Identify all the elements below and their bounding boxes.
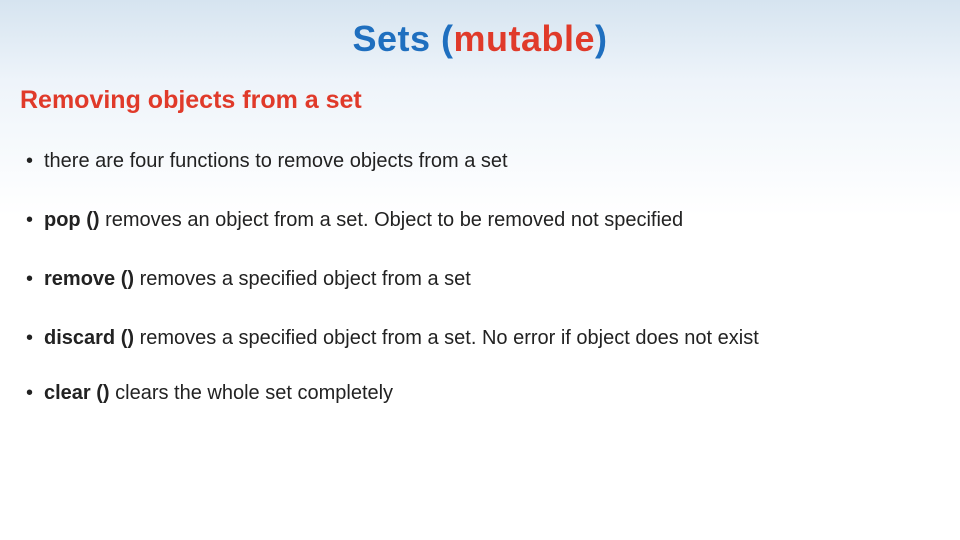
slide-title: Sets (mutable) [18, 18, 942, 60]
bullet-item: clear () clears the whole set completely [26, 381, 942, 406]
bullet-item: pop () removes an object from a set. Obj… [26, 208, 942, 233]
bullet-text: clears the whole set completely [110, 382, 393, 404]
bullet-item: there are four functions to remove objec… [26, 149, 942, 174]
slide-subtitle: Removing objects from a set [20, 86, 942, 115]
bullet-keyword: pop () [44, 209, 100, 231]
title-paren-open: ( [441, 18, 454, 59]
bullet-keyword: discard () [44, 327, 134, 349]
title-word-sets: Sets [352, 18, 430, 59]
title-word-mutable: mutable [454, 18, 596, 59]
bullet-list: there are four functions to remove objec… [18, 149, 942, 406]
bullet-text: removes an object from a set. Object to … [100, 209, 684, 231]
bullet-text: removes a specified object from a set. N… [134, 327, 759, 349]
bullet-keyword: remove () [44, 268, 134, 290]
bullet-item: discard () removes a specified object fr… [26, 326, 942, 351]
bullet-item: remove () removes a specified object fro… [26, 267, 942, 292]
title-paren-close: ) [595, 18, 608, 59]
bullet-text: there are four functions to remove objec… [44, 150, 508, 172]
bullet-text: removes a specified object from a set [134, 268, 471, 290]
bullet-keyword: clear () [44, 382, 110, 404]
